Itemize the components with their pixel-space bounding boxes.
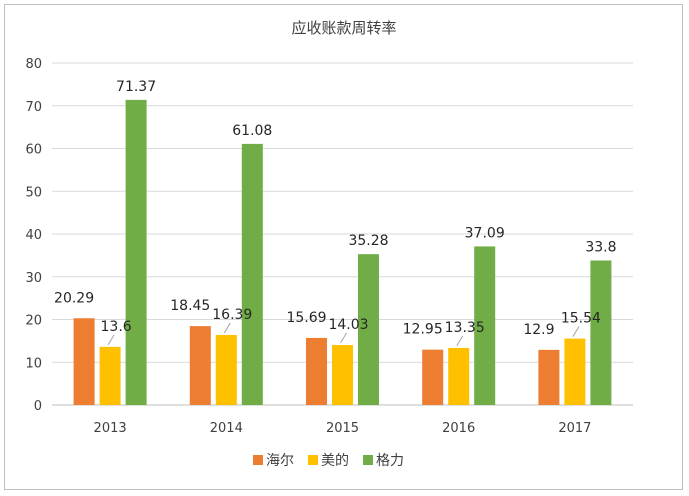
y-tick-label: 60 bbox=[25, 143, 42, 158]
legend-label: 海尔 bbox=[266, 453, 294, 469]
x-tick-label: 2017 bbox=[558, 421, 591, 436]
bar bbox=[422, 349, 444, 405]
legend-swatch bbox=[363, 455, 373, 465]
data-label: 71.37 bbox=[116, 79, 156, 95]
chart-frame bbox=[4, 4, 683, 490]
data-label: 18.45 bbox=[170, 298, 210, 314]
bar bbox=[241, 143, 263, 405]
bar bbox=[125, 99, 147, 405]
data-label: 61.08 bbox=[232, 123, 272, 139]
legend-label: 美的 bbox=[321, 453, 349, 469]
data-label: 20.29 bbox=[54, 290, 94, 306]
y-tick-label: 40 bbox=[25, 228, 42, 243]
label-leader-line bbox=[340, 332, 347, 344]
bar bbox=[189, 326, 211, 405]
bar bbox=[474, 246, 496, 405]
data-label: 37.09 bbox=[465, 225, 505, 241]
data-label: 13.35 bbox=[445, 320, 485, 336]
bars bbox=[73, 99, 612, 405]
data-label: 14.03 bbox=[328, 317, 368, 333]
gridlines bbox=[52, 62, 633, 406]
chart-title: 应收账款周转率 bbox=[291, 19, 396, 37]
x-tick-label: 2013 bbox=[94, 421, 127, 436]
bar bbox=[358, 254, 379, 405]
x-tick-label: 2014 bbox=[210, 421, 243, 436]
y-tick-label: 70 bbox=[25, 100, 42, 115]
bar bbox=[73, 318, 95, 405]
bar bbox=[215, 334, 237, 405]
bar bbox=[448, 347, 470, 405]
y-axis-ticks: 0 10 20 30 40 50 60 70 80 bbox=[25, 57, 42, 414]
data-label: 15.54 bbox=[561, 311, 601, 327]
data-label: 33.8 bbox=[585, 240, 616, 256]
label-leader-line bbox=[572, 326, 580, 337]
y-tick-label: 20 bbox=[25, 314, 42, 329]
data-label: 12.9 bbox=[523, 322, 554, 338]
y-tick-label: 10 bbox=[25, 356, 42, 371]
bar bbox=[590, 260, 612, 405]
bar bbox=[538, 349, 560, 405]
y-tick-label: 30 bbox=[25, 271, 42, 286]
legend-label: 格力 bbox=[376, 453, 404, 469]
x-tick-label: 2016 bbox=[442, 421, 475, 436]
legend: 海尔 美的 格力 bbox=[253, 453, 404, 469]
y-tick-label: 50 bbox=[25, 185, 42, 200]
data-label: 12.95 bbox=[403, 322, 443, 338]
label-leader-line bbox=[223, 322, 231, 334]
bar bbox=[306, 337, 327, 405]
x-axis-ticks: 2013 2014 2015 2016 2017 bbox=[94, 421, 592, 436]
label-leader-line bbox=[456, 335, 464, 347]
bar bbox=[99, 346, 121, 405]
bar bbox=[332, 345, 353, 405]
legend-swatch bbox=[308, 455, 318, 465]
bar bbox=[564, 338, 586, 405]
y-tick-label: 0 bbox=[34, 399, 42, 414]
data-label: 15.69 bbox=[286, 310, 326, 326]
data-label: 13.6 bbox=[101, 319, 132, 335]
data-label: 16.39 bbox=[212, 307, 252, 323]
label-leader-line bbox=[107, 334, 115, 346]
x-tick-label: 2015 bbox=[326, 421, 359, 436]
y-tick-label: 80 bbox=[25, 57, 42, 72]
legend-swatch bbox=[253, 455, 263, 465]
data-label: 35.28 bbox=[348, 233, 388, 249]
